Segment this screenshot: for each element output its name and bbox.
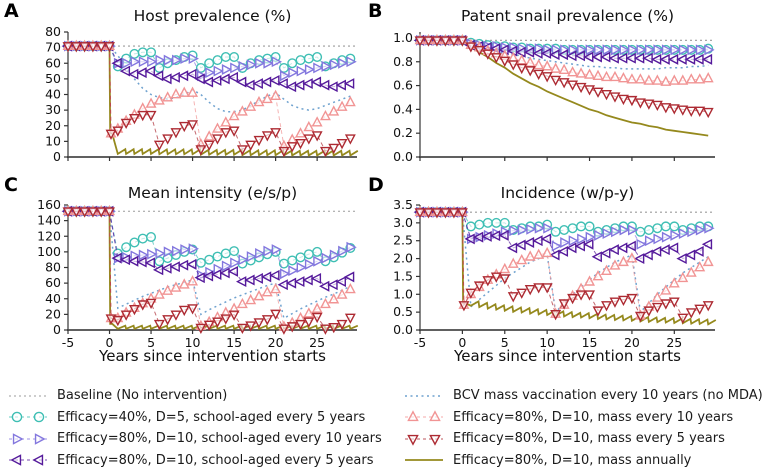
svg-text:100: 100 xyxy=(37,244,61,259)
svg-text:0.0: 0.0 xyxy=(393,149,413,164)
legend-label: BCV mass vaccination every 10 years (no … xyxy=(453,388,763,404)
svg-text:120: 120 xyxy=(37,228,61,243)
svg-text:20: 20 xyxy=(45,118,61,133)
svg-text:5: 5 xyxy=(501,335,509,350)
svg-text:140: 140 xyxy=(37,213,61,228)
svg-text:10: 10 xyxy=(45,133,61,148)
svg-text:40: 40 xyxy=(45,291,61,306)
triangle-left-marker-swatch xyxy=(9,454,47,467)
svg-text:0.6: 0.6 xyxy=(393,78,413,93)
legend-item-school40: Efficacy=40%, D=5, school-aged every 5 y… xyxy=(6,407,382,429)
x-axis-label-right: Years since intervention starts xyxy=(454,347,681,365)
legend-item-mass-annual: Efficacy=80%, D=10, mass annually xyxy=(402,450,763,472)
svg-text:0: 0 xyxy=(53,149,61,164)
panel-b-title: Patent snail prevalence (%) xyxy=(460,7,675,25)
panel-d-letter: D xyxy=(368,174,384,196)
triangle-down-marker-swatch xyxy=(405,434,443,446)
triangle-right-marker-swatch xyxy=(9,432,47,445)
baseline-line-swatch xyxy=(9,395,47,397)
svg-text:0.4: 0.4 xyxy=(393,101,413,116)
legend-label: Efficacy=80%, D=10, school-aged every 10… xyxy=(57,431,382,447)
legend-item-school80-10: Efficacy=80%, D=10, school-aged every 10… xyxy=(6,428,382,450)
panel-d-title: Incidence (w/p-y) xyxy=(500,184,635,202)
solid-line-swatch xyxy=(405,459,443,462)
dotted-line-swatch xyxy=(405,395,443,397)
svg-text:2.5: 2.5 xyxy=(393,233,413,248)
svg-text:-5: -5 xyxy=(62,335,74,350)
panel-b-plot: 0.0 0.2 0.4 0.6 0.8 1.0 xyxy=(393,30,715,164)
panel-a-title: Host prevalence (%) xyxy=(133,7,292,25)
svg-text:15: 15 xyxy=(582,335,598,350)
svg-text:0.5: 0.5 xyxy=(393,304,413,319)
svg-text:20: 20 xyxy=(624,335,640,350)
panel-b-letter: B xyxy=(368,0,383,22)
svg-text:80: 80 xyxy=(45,24,61,39)
svg-text:0.0: 0.0 xyxy=(393,322,413,337)
svg-text:50: 50 xyxy=(45,71,61,86)
legend-right-column: BCV mass vaccination every 10 years (no … xyxy=(402,385,763,471)
svg-text:60: 60 xyxy=(45,55,61,70)
panel-a-letter: A xyxy=(4,0,19,22)
svg-text:0.8: 0.8 xyxy=(393,54,413,69)
svg-text:15: 15 xyxy=(226,335,242,350)
svg-text:-5: -5 xyxy=(414,335,426,350)
legend-label: Efficacy=80%, D=10, school-aged every 5 … xyxy=(57,452,374,468)
svg-text:80: 80 xyxy=(45,260,61,275)
svg-text:10: 10 xyxy=(539,335,555,350)
legend-left-column: Baseline (No intervention) Efficacy=40%,… xyxy=(6,385,382,471)
legend-label: Efficacy=80%, D=10, mass every 10 years xyxy=(453,409,734,425)
svg-text:0: 0 xyxy=(458,335,466,350)
svg-text:0: 0 xyxy=(106,335,114,350)
triangle-up-marker-swatch xyxy=(405,410,443,422)
svg-text:20: 20 xyxy=(45,306,61,321)
legend-item-bcv: BCV mass vaccination every 10 years (no … xyxy=(402,385,763,407)
legend-item-mass80-10: Efficacy=80%, D=10, mass every 10 years xyxy=(402,407,763,429)
panel-c-title: Mean intensity (e/s/p) xyxy=(127,184,298,202)
svg-text:5: 5 xyxy=(147,335,155,350)
svg-text:0.2: 0.2 xyxy=(393,125,413,140)
svg-text:3.0: 3.0 xyxy=(393,215,413,230)
legend-label: Efficacy=40%, D=5, school-aged every 5 y… xyxy=(57,409,366,425)
legend-label: Efficacy=80%, D=10, mass annually xyxy=(453,452,692,468)
svg-text:25: 25 xyxy=(309,335,325,350)
svg-text:70: 70 xyxy=(45,40,61,55)
svg-text:25: 25 xyxy=(666,335,682,350)
svg-text:20: 20 xyxy=(268,335,284,350)
legend-label: Baseline (No intervention) xyxy=(57,388,228,404)
circle-marker-swatch xyxy=(9,411,47,423)
legend-label: Efficacy=80%, D=10, mass every 5 years xyxy=(453,431,725,447)
x-axis-label-left: Years since intervention starts xyxy=(99,347,326,365)
svg-text:1.0: 1.0 xyxy=(393,286,413,301)
svg-text:1.5: 1.5 xyxy=(393,268,413,283)
svg-text:2.0: 2.0 xyxy=(393,251,413,266)
svg-text:3.5: 3.5 xyxy=(393,197,413,212)
panel-c-letter: C xyxy=(4,174,18,196)
svg-text:0: 0 xyxy=(53,322,61,337)
svg-text:160: 160 xyxy=(37,197,61,212)
legend-item-mass80-5: Efficacy=80%, D=10, mass every 5 years xyxy=(402,428,763,450)
svg-text:60: 60 xyxy=(45,275,61,290)
legend-item-baseline: Baseline (No intervention) xyxy=(6,385,382,407)
panel-d-plot: -5 0 5 10 15 20 25 0.0 0.5 1.0 1.5 2.0 2.5 3.0 3.5 xyxy=(393,197,717,350)
svg-text:40: 40 xyxy=(45,87,61,102)
legend-item-school80-5: Efficacy=80%, D=10, school-aged every 5 … xyxy=(6,450,382,472)
svg-text:1.0: 1.0 xyxy=(393,30,413,45)
svg-text:30: 30 xyxy=(45,102,61,117)
svg-text:10: 10 xyxy=(185,335,201,350)
